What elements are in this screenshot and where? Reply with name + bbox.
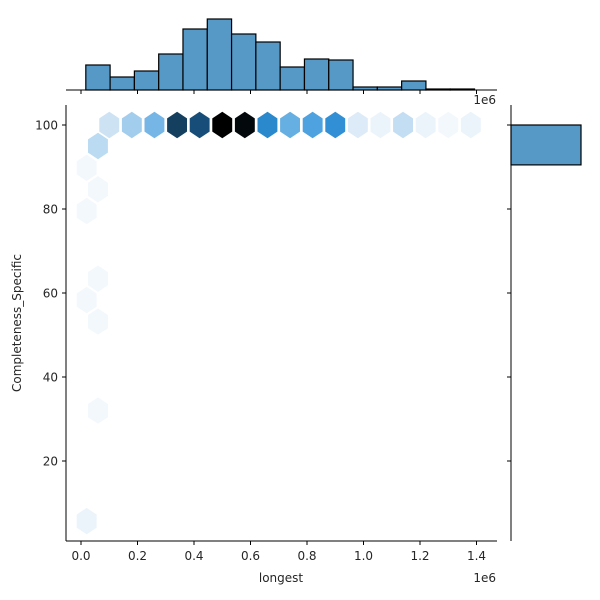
- top-marginal-histogram: [85, 18, 476, 91]
- y-tick-label: 20: [43, 455, 58, 469]
- hexbin-cell: [88, 397, 108, 424]
- x-offset-text: 1e6: [473, 571, 496, 585]
- y-tick-label: 60: [43, 287, 58, 301]
- top-hist-bar: [85, 64, 111, 91]
- hexbin-cell: [88, 308, 108, 335]
- top-hist-bar: [182, 28, 208, 91]
- hexbin-cell: [415, 111, 436, 139]
- hexbin-cell: [88, 176, 108, 203]
- right-hist-bar: [510, 124, 582, 166]
- hexbin-cell: [438, 111, 459, 139]
- hexbin-cell: [76, 154, 97, 181]
- top-hist-bar: [158, 53, 184, 91]
- x-tick-label: 0.4: [184, 549, 203, 563]
- hexbin-cell: [325, 111, 346, 139]
- hexbin-cell: [302, 111, 323, 139]
- top-hist-bar: [328, 59, 354, 91]
- hexbin-cell: [257, 111, 278, 139]
- hexbin-cell: [280, 111, 300, 139]
- hexbin-cells: [76, 111, 481, 535]
- y-tick-label: 100: [35, 119, 58, 133]
- hexbin-cell: [347, 111, 368, 139]
- x-axis-ticks: 0.0 0.2 0.4 0.6 0.8 1.0 1.2 1.4: [71, 541, 486, 563]
- hexbin-cell: [212, 111, 233, 139]
- x-axis-label: longest: [259, 571, 304, 585]
- x-tick-label: 0.6: [241, 549, 260, 563]
- x-tick-label: 0.2: [128, 549, 147, 563]
- top-hist-bar: [230, 33, 257, 91]
- hexbin-cell: [189, 111, 210, 139]
- hexbin-cell: [76, 286, 97, 314]
- top-hist-bar: [109, 76, 135, 91]
- hexbin-cell: [99, 111, 120, 139]
- hexbin-cell: [88, 265, 108, 292]
- top-marginal-ticks: [80, 90, 477, 94]
- y-tick-label: 80: [43, 203, 58, 217]
- y-tick-label: 40: [43, 371, 58, 385]
- right-marginal-histogram: [510, 124, 582, 166]
- top-hist-bar: [401, 80, 427, 91]
- x-tick-label: 1.4: [467, 549, 486, 563]
- x-tick-label: 1.0: [354, 549, 373, 563]
- top-hist-bar: [255, 41, 281, 91]
- hexbin-cell: [460, 111, 481, 139]
- y-axis-ticks: 20 40 60 80 100: [35, 119, 66, 469]
- hexbin-cell: [370, 111, 391, 139]
- y-axis-label: Completeness_Specific: [10, 254, 24, 392]
- top-hist-bar: [133, 70, 160, 91]
- x-tick-label: 1.2: [410, 549, 429, 563]
- top-offset-text: 1e6: [473, 93, 496, 107]
- hexbin-cell: [88, 132, 108, 160]
- right-marginal-ticks: [507, 124, 511, 462]
- hexbin-cell: [393, 111, 413, 139]
- hexbin-cell: [234, 111, 255, 139]
- top-hist-bar: [279, 66, 306, 91]
- top-hist-bar: [206, 18, 233, 91]
- hexbin-cell: [167, 111, 187, 139]
- hexbin-cell: [144, 111, 165, 139]
- hexbin-cell: [76, 197, 97, 225]
- x-tick-label: 0.0: [71, 549, 90, 563]
- hexbin-cell: [121, 111, 142, 139]
- hexbin-cell: [76, 507, 97, 535]
- top-hist-bar: [303, 58, 330, 91]
- x-tick-label: 0.8: [297, 549, 316, 563]
